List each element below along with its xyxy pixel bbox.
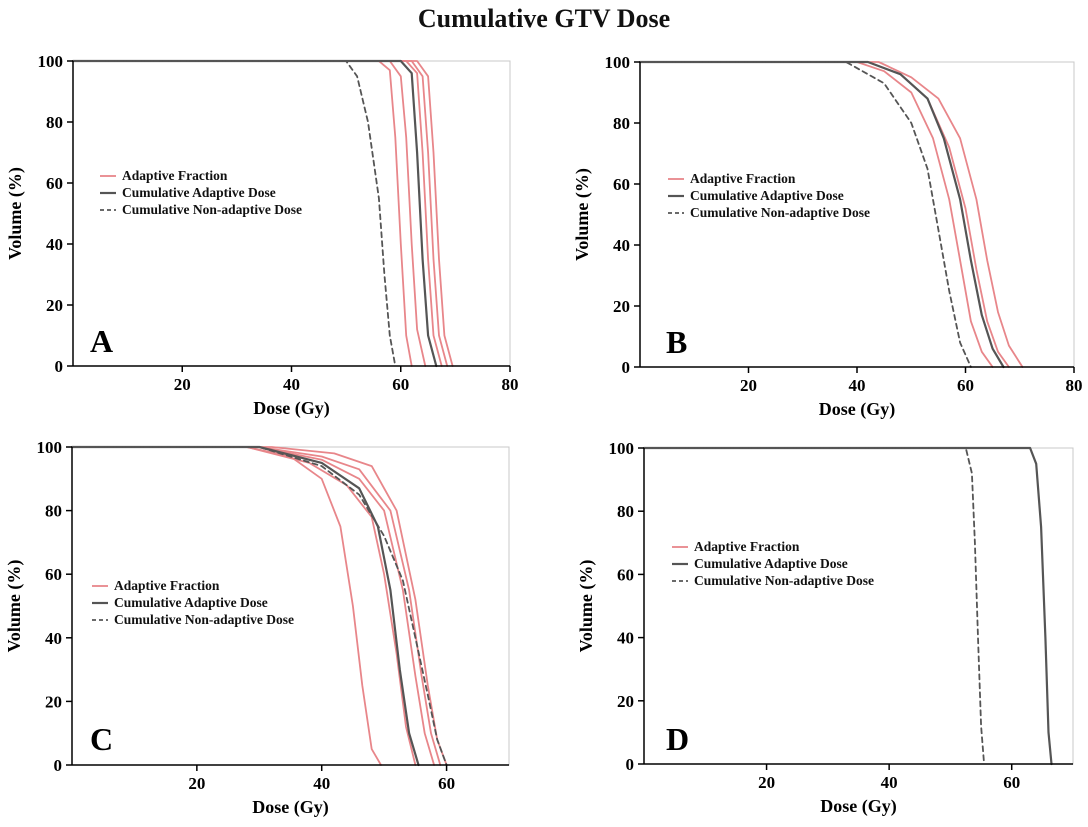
panel-c-y-axis-label: Volume (%) (4, 560, 25, 653)
panel-d-y-tick-label: 60 (617, 565, 634, 584)
panel-b-y-tick-label: 60 (613, 175, 630, 194)
panel-a-y-tick-label: 60 (46, 174, 63, 193)
panel-b-x-tick-label: 80 (1066, 376, 1083, 395)
panel-d-plot-frame (643, 447, 1074, 765)
panel-d-legend-label: Cumulative Adaptive Dose (694, 556, 848, 571)
panel-a-series-cumulative-non-adaptive-6 (72, 60, 397, 367)
panel-c-legend-label: Cumulative Non-adaptive Dose (114, 612, 294, 627)
panel-d-x-tick-label: 40 (881, 773, 898, 792)
panel-d-y-tick-label: 80 (617, 502, 634, 521)
panel-a-x-tick-label: 40 (283, 375, 300, 394)
panel-d-y-tick-label: 0 (626, 755, 635, 774)
panel-d-series-cumulative-adaptive-0 (642, 446, 1053, 766)
panel-d-x-axis-label: Dose (Gy) (820, 796, 896, 817)
panel-b-legend-label: Cumulative Adaptive Dose (690, 188, 844, 203)
panel-c-y-tick-label: 0 (54, 756, 63, 775)
panel-c-y-tick-label: 100 (37, 438, 63, 457)
panel-a-y-tick-label: 40 (46, 235, 63, 254)
panel-c-y-tick-label: 20 (45, 692, 62, 711)
panel-d-y-tick-label: 20 (617, 692, 634, 711)
panel-a-series-adaptive-fraction-4 (72, 60, 454, 367)
panel-c-x-tick-label: 20 (188, 774, 205, 793)
panel-c-x-tick-label: 60 (438, 774, 455, 793)
panel-b-x-tick-label: 20 (740, 376, 757, 395)
panel-b-x-tick-label: 60 (957, 376, 974, 395)
panel-d-letter: D (666, 721, 689, 757)
panel-b-series-adaptive-fraction-2 (639, 61, 1024, 368)
panel-b-series-cumulative-non-adaptive-4 (639, 61, 972, 368)
panel-a-y-tick-label: 80 (46, 113, 63, 132)
panel-d-x-tick-label: 60 (1003, 773, 1020, 792)
panel-b-x-tick-label: 40 (849, 376, 866, 395)
panel-c-y-tick-label: 40 (45, 629, 62, 648)
page-title: Cumulative GTV Dose (417, 4, 671, 33)
panel-c-x-tick-label: 40 (313, 774, 330, 793)
panel-c-letter: C (90, 721, 113, 757)
panel-a: 0 20 40 60 80 100 20 40 60 80 Dose (Gy) Volume (%) A… (5, 52, 519, 419)
panel-b-x-axis-label: Dose (Gy) (819, 399, 895, 420)
panel-d-legend-label: Cumulative Non-adaptive Dose (694, 573, 874, 588)
panel-c-y-tick-label: 60 (45, 565, 62, 584)
panel-c-y-tick-label: 80 (45, 502, 62, 521)
panel-b-series-cumulative-adaptive-3 (638, 60, 1005, 369)
panel-a-x-tick-label: 20 (174, 375, 191, 394)
panel-d: 0 20 40 60 80 100 20 40 60 Dose (Gy) Volume (%) Ada… (576, 439, 1074, 817)
panel-d-y-tick-label: 40 (617, 629, 634, 648)
panel-b-y-tick-label: 40 (613, 236, 630, 255)
panel-b-legend-label: Cumulative Non-adaptive Dose (690, 205, 870, 220)
panel-c-series-adaptive-fraction-3 (71, 446, 442, 766)
panel-c: 0 20 40 60 80 100 20 40 60 Dose (Gy) Volume (%) Ada… (4, 438, 510, 818)
panel-a-y-axis-label: Volume (%) (5, 167, 26, 260)
panel-b-y-axis-label: Volume (%) (572, 168, 593, 261)
panel-d-x-tick-label: 20 (758, 773, 775, 792)
panel-b-letter: B (666, 324, 687, 360)
panel-b-legend-label: Adaptive Fraction (690, 171, 796, 186)
panel-b: 0 20 40 60 80 100 20 40 60 80 Dose (Gy) Volume (%) A… (572, 53, 1083, 420)
panel-a-x-axis-label: Dose (Gy) (253, 398, 329, 419)
panel-a-legend-label: Adaptive Fraction (122, 168, 228, 183)
panel-a-y-tick-label: 100 (38, 52, 64, 71)
panel-b-y-tick-label: 0 (622, 358, 631, 377)
panel-d-y-axis-label: Volume (%) (576, 560, 597, 653)
panel-c-series-cumulative-non-adaptive-6 (71, 446, 448, 766)
panel-a-x-tick-label: 60 (392, 375, 409, 394)
panel-c-legend-label: Cumulative Adaptive Dose (114, 595, 268, 610)
panel-a-x-tick-label: 80 (502, 375, 519, 394)
panel-a-letter: A (90, 323, 113, 359)
panel-d-legend-label: Adaptive Fraction (694, 539, 800, 554)
panel-b-series-adaptive-fraction-0 (639, 61, 994, 368)
panel-b-y-tick-label: 100 (605, 53, 631, 72)
panel-d-y-tick-label: 100 (609, 439, 635, 458)
panel-c-legend-label: Adaptive Fraction (114, 578, 220, 593)
panel-a-y-tick-label: 0 (55, 357, 64, 376)
panel-a-legend-label: Cumulative Non-adaptive Dose (122, 202, 302, 217)
panel-d-series-cumulative-non-adaptive-1 (643, 447, 985, 765)
panel-a-legend-label: Cumulative Adaptive Dose (122, 185, 276, 200)
panel-b-y-tick-label: 80 (613, 114, 630, 133)
panel-b-y-tick-label: 20 (613, 297, 630, 316)
panel-c-x-axis-label: Dose (Gy) (252, 797, 328, 818)
panel-a-series-cumulative-adaptive-5 (71, 59, 438, 368)
panel-a-y-tick-label: 20 (46, 296, 63, 315)
